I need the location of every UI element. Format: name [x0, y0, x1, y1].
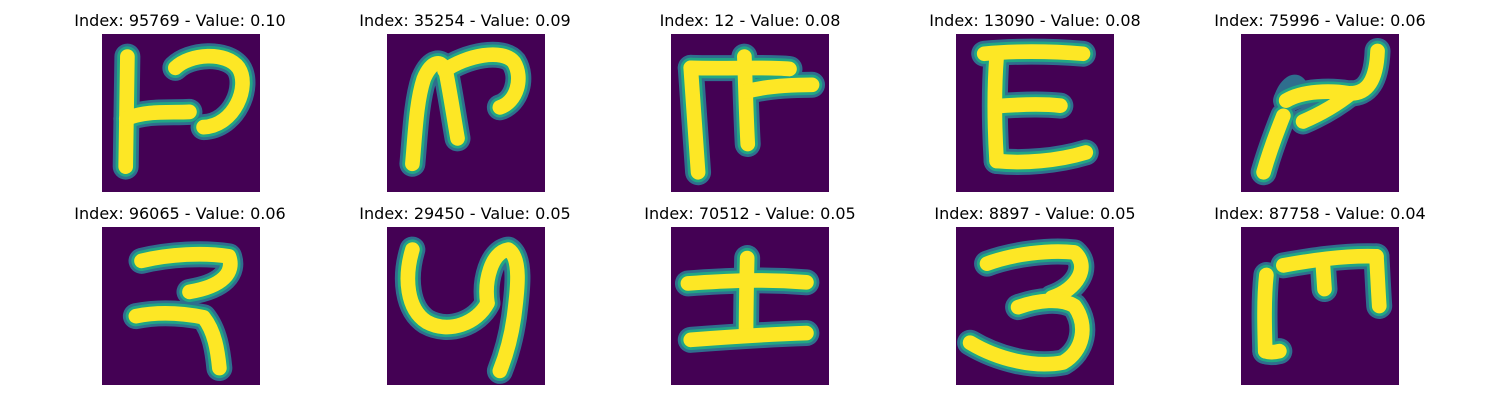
digit-image-10	[1241, 227, 1399, 385]
digit-image-6	[102, 227, 260, 385]
digit-image-7	[387, 227, 545, 385]
digit-image-2	[387, 34, 545, 192]
panel-title-7: Index: 29450 - Value: 0.05	[359, 204, 571, 223]
panel-title-3: Index: 12 - Value: 0.08	[659, 11, 841, 30]
panel-title-6: Index: 96065 - Value: 0.06	[74, 204, 286, 223]
digit-image-4	[956, 34, 1114, 192]
digit-image-8	[671, 227, 829, 385]
panel-title-5: Index: 75996 - Value: 0.06	[1214, 11, 1426, 30]
digit-image-3	[671, 34, 829, 192]
panel-title-1: Index: 95769 - Value: 0.10	[74, 11, 286, 30]
panel-title-8: Index: 70512 - Value: 0.05	[644, 204, 856, 223]
panel-title-10: Index: 87758 - Value: 0.04	[1214, 204, 1426, 223]
digit-image-5	[1241, 34, 1399, 192]
panel-title-9: Index: 8897 - Value: 0.05	[934, 204, 1136, 223]
digit-image-9	[956, 227, 1114, 385]
digit-image-1	[102, 34, 260, 192]
panel-title-2: Index: 35254 - Value: 0.09	[359, 11, 571, 30]
panel-title-4: Index: 13090 - Value: 0.08	[929, 11, 1141, 30]
